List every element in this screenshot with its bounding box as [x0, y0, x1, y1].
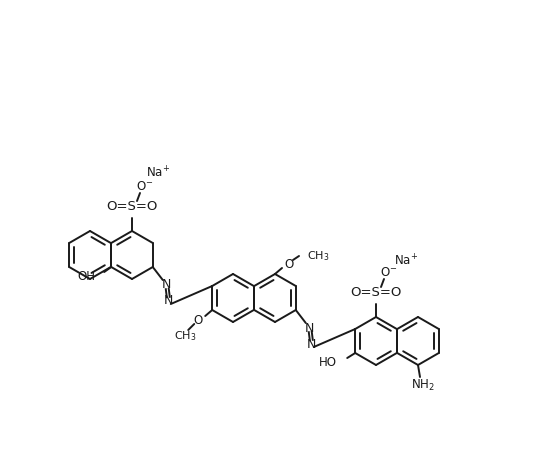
- Text: OH: OH: [77, 270, 95, 283]
- Text: O$^{-}$: O$^{-}$: [380, 266, 398, 278]
- Text: Na$^{+}$: Na$^{+}$: [146, 165, 170, 181]
- Text: N: N: [307, 338, 316, 351]
- Text: O=S=O: O=S=O: [106, 200, 158, 213]
- Text: CH$_{3}$: CH$_{3}$: [174, 329, 196, 343]
- Text: N: N: [305, 321, 315, 334]
- Text: NH$_{2}$: NH$_{2}$: [411, 377, 435, 393]
- Text: O$^{-}$: O$^{-}$: [136, 179, 153, 192]
- Text: O: O: [194, 313, 203, 326]
- Text: O: O: [284, 257, 294, 270]
- Text: N: N: [162, 278, 172, 291]
- Text: N: N: [164, 295, 173, 307]
- Text: HO: HO: [319, 356, 337, 369]
- Text: CH$_{3}$: CH$_{3}$: [307, 249, 329, 263]
- Text: O=S=O: O=S=O: [350, 286, 402, 299]
- Text: Na$^{+}$: Na$^{+}$: [394, 254, 418, 269]
